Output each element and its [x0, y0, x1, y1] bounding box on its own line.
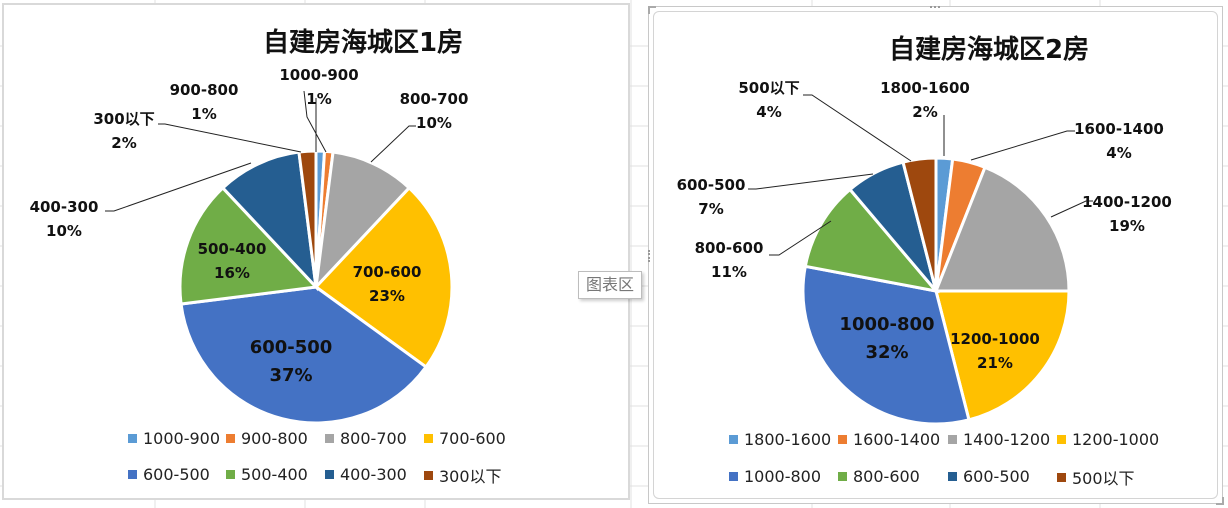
legend-swatch — [1057, 472, 1066, 482]
legend-swatch — [226, 434, 235, 443]
legend-swatch — [838, 472, 847, 481]
legend-item[interactable]: 1400-1200 — [948, 430, 1050, 449]
data-label-1200-1000: 1200-1000 21% — [950, 330, 1040, 372]
slice-500-400[interactable] — [178, 185, 320, 306]
legend-item[interactable]: 500-400 — [226, 465, 308, 484]
chart-selection-frame — [653, 11, 1218, 499]
slice-800-700[interactable] — [313, 150, 412, 292]
data-label-1800-1600: 1800-1600 2% — [880, 79, 970, 121]
legend-item[interactable]: 500以下 — [1057, 465, 1135, 489]
data-label-1000-900: 1000-900 1% — [279, 66, 359, 108]
slice-1000-800[interactable] — [801, 264, 971, 426]
chart-title: 自建房海城区1房 — [263, 28, 464, 58]
legend-item[interactable]: 800-600 — [838, 467, 920, 486]
legend-swatch — [226, 470, 235, 479]
legend-item[interactable]: 1800-1600 — [729, 430, 831, 449]
slice-700-600[interactable] — [313, 185, 454, 370]
data-label-400-300: 400-300 10% — [29, 198, 99, 240]
legend-swatch — [424, 470, 433, 480]
legend-swatch — [948, 472, 957, 481]
slice-600-500[interactable] — [179, 285, 429, 425]
slice-400-300[interactable] — [220, 150, 319, 292]
legend-item[interactable]: 900-800 — [226, 429, 308, 448]
legend-swatch — [128, 434, 137, 443]
legend-item[interactable]: 400-300 — [325, 465, 407, 484]
legend-item[interactable]: 1200-1000 — [1057, 430, 1159, 449]
chart-area-1room[interactable]: 自建房海城区1房 1000-900 1% 900-800 1% 800-700 10%… — [2, 3, 630, 500]
legend-swatch — [729, 435, 738, 444]
data-label-600-500: 600-500 37% — [249, 337, 333, 386]
legend-item[interactable]: 800-700 — [325, 429, 407, 448]
legend-swatch — [1057, 435, 1066, 444]
data-label-1000-800: 1000-800 32% — [839, 314, 935, 363]
data-label-1400-1200: 1400-1200 19% — [1082, 193, 1172, 235]
leader-lines — [748, 94, 1093, 256]
chart-area-2room[interactable]: 自建房海城区2房 500以下 4% 1800-1600 2% 1600-1400 4%… — [648, 6, 1223, 504]
data-label-1600-1400: 1600-1400 4% — [1074, 120, 1164, 162]
data-label-500-400: 500-400 16% — [197, 240, 267, 282]
slice-1400-1200[interactable] — [933, 165, 1071, 293]
legend-item[interactable]: 1000-900 — [128, 429, 220, 448]
data-label-700-600: 700-600 23% — [352, 263, 422, 305]
resize-handle-left[interactable] — [648, 250, 653, 262]
chart-area-tooltip: 图表区 — [578, 271, 642, 299]
data-label-500-below: 500以下 4% — [738, 79, 800, 121]
slice-800-600[interactable] — [803, 187, 940, 294]
legend-item[interactable]: 600-500 — [128, 465, 210, 484]
slice-1200-1000[interactable] — [934, 289, 1071, 422]
chart-title: 自建房海城区2房 — [889, 35, 1090, 65]
resize-handle-bottom-right[interactable] — [1216, 497, 1224, 505]
leader-lines — [105, 90, 416, 212]
legend-swatch — [325, 434, 334, 443]
data-label-800-600: 800-600 11% — [694, 239, 764, 281]
resize-handle-top-left[interactable] — [648, 6, 656, 14]
legend-swatch — [325, 470, 334, 479]
slice-500-below[interactable] — [901, 156, 938, 292]
data-label-900-800: 900-800 1% — [169, 81, 239, 123]
legend-swatch — [128, 470, 137, 479]
legend-item[interactable]: 300以下 — [424, 463, 502, 487]
data-label-300-below: 300以下 2% — [93, 110, 155, 152]
legend-item[interactable]: 1000-800 — [729, 467, 821, 486]
legend-swatch — [838, 435, 847, 444]
legend-swatch — [948, 435, 957, 444]
pie-plot-1room[interactable] — [4, 5, 632, 502]
legend-item[interactable]: 700-600 — [424, 429, 506, 448]
legend-item[interactable]: 600-500 — [948, 467, 1030, 486]
legend-swatch — [424, 434, 433, 443]
resize-handle-top[interactable] — [930, 6, 940, 11]
data-label-800-700: 800-700 10% — [399, 90, 469, 132]
legend-swatch — [729, 472, 738, 481]
pie-plot-2room[interactable] — [649, 7, 1224, 505]
data-label-600-500: 600-500 7% — [676, 176, 746, 218]
legend-item[interactable]: 1600-1400 — [838, 430, 940, 449]
